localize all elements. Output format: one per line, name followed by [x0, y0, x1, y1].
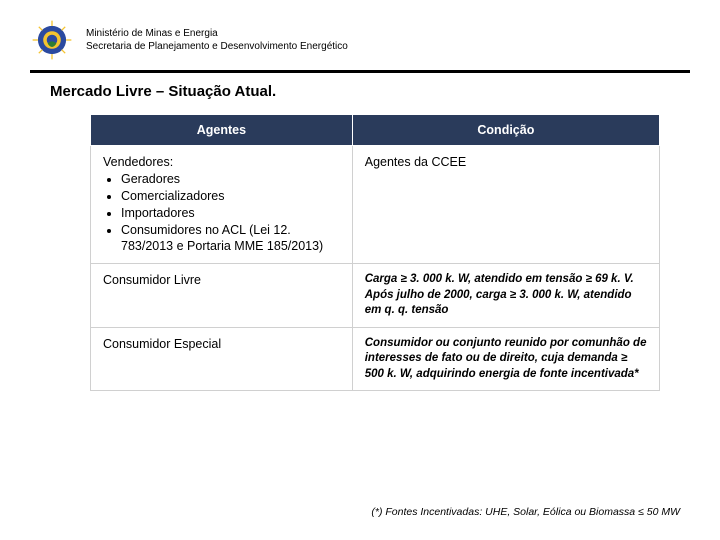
ministry-text: Ministério de Minas e Energia Secretaria… [86, 27, 348, 53]
list-item: Geradores [121, 171, 340, 188]
list-item: Consumidores no ACL (Lei 12. 783/2013 e … [121, 222, 340, 256]
footnote: (*) Fontes Incentivadas: UHE, Solar, Eól… [371, 506, 680, 518]
cell-vendedores: Vendedores: Geradores Comercializadores … [91, 146, 353, 264]
cell-consumidor-especial: Consumidor Especial [91, 327, 353, 391]
ministry-line1: Ministério de Minas e Energia [86, 27, 348, 40]
table-row: Consumidor Especial Consumidor ou conjun… [91, 327, 660, 391]
vendedores-list: Geradores Comercializadores Importadores… [121, 171, 340, 255]
col-header-condicao: Condição [352, 115, 659, 146]
vendedores-label: Vendedores: [103, 155, 173, 169]
cell-condition-2: Carga ≥ 3. 000 k. W, atendido em tensão … [352, 264, 659, 328]
page-header: Ministério de Minas e Energia Secretaria… [0, 0, 720, 70]
cell-consumidor-livre: Consumidor Livre [91, 264, 353, 328]
table-row: Consumidor Livre Carga ≥ 3. 000 k. W, at… [91, 264, 660, 328]
header-divider [30, 70, 690, 73]
agents-table: Agentes Condição Vendedores: Geradores C… [90, 114, 660, 391]
list-item: Comercializadores [121, 188, 340, 205]
slide-title: Mercado Livre – Situação Atual. [50, 83, 690, 100]
table-row: Vendedores: Geradores Comercializadores … [91, 146, 660, 264]
cell-condition-3: Consumidor ou conjunto reunido por comun… [352, 327, 659, 391]
list-item: Importadores [121, 205, 340, 222]
ministry-line2: Secretaria de Planejamento e Desenvolvim… [86, 40, 348, 53]
cell-condition-1: Agentes da CCEE [352, 146, 659, 264]
brazil-emblem-icon [30, 18, 74, 62]
col-header-agentes: Agentes [91, 115, 353, 146]
content-table-wrap: Agentes Condição Vendedores: Geradores C… [90, 114, 660, 391]
